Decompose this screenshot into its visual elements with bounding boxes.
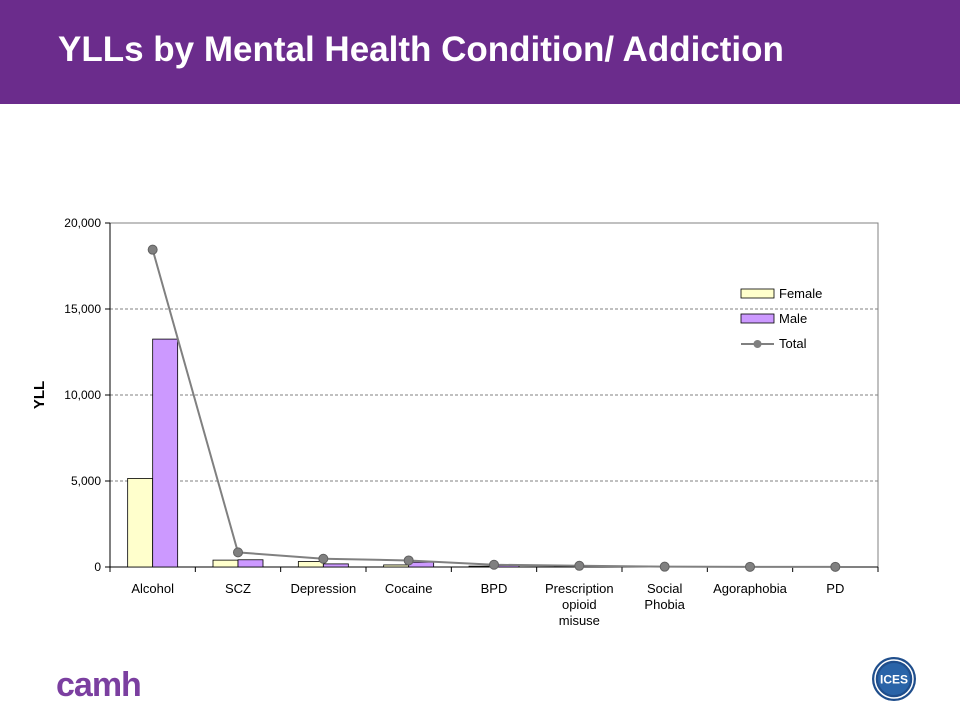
ices-logo: ICES — [872, 657, 916, 701]
point-total — [659, 561, 670, 572]
bar-female — [127, 478, 154, 568]
x-tick-label: PD — [826, 581, 844, 596]
legend-swatch-female — [740, 288, 775, 299]
title-banner: YLLs by Mental Health Condition/ Addicti… — [0, 0, 960, 104]
bar-female — [383, 564, 410, 568]
legend-label-female: Female — [779, 286, 822, 301]
legend-swatch-male — [740, 313, 775, 324]
x-tick-label: Agoraphobia — [713, 581, 787, 596]
bar-female — [297, 561, 324, 568]
bar-male — [152, 338, 179, 568]
x-tick-label: Depression — [290, 581, 356, 596]
bar-female — [212, 559, 239, 568]
y-axis-label: YLL — [31, 381, 48, 409]
x-tick-label: Cocaine — [385, 581, 433, 596]
point-total — [147, 244, 158, 255]
x-tick-label: BPD — [481, 581, 508, 596]
y-tick-label: 0 — [94, 560, 101, 574]
bar-male — [322, 563, 349, 568]
y-tick-label: 10,000 — [64, 388, 101, 402]
x-tick-label: Alcohol — [131, 581, 174, 596]
legend-marker-total — [753, 340, 762, 348]
point-total — [318, 553, 329, 564]
point-total — [574, 560, 585, 571]
x-tick-label: Phobia — [644, 597, 685, 612]
point-total — [489, 559, 499, 570]
point-total — [745, 561, 755, 572]
x-tick-label: Social — [647, 581, 683, 596]
x-tick-label: Prescription — [545, 581, 614, 596]
point-total — [830, 561, 841, 572]
y-tick-label: 5,000 — [71, 474, 101, 488]
x-tick-label: misuse — [559, 613, 600, 628]
ices-logo-text: ICES — [880, 673, 908, 687]
x-tick-label: SCZ — [225, 581, 251, 596]
x-tick-label: opioid — [562, 597, 597, 612]
y-tick-label: 20,000 — [64, 216, 101, 230]
legend-label-total: Total — [779, 336, 807, 351]
camh-logo: camh — [56, 666, 142, 704]
legend-label-male: Male — [779, 311, 807, 326]
point-total — [233, 547, 243, 558]
point-total — [403, 555, 414, 566]
page-title: YLLs by Mental Health Condition/ Addicti… — [58, 30, 784, 69]
bar-male — [237, 559, 264, 568]
y-tick-label: 15,000 — [64, 302, 101, 316]
